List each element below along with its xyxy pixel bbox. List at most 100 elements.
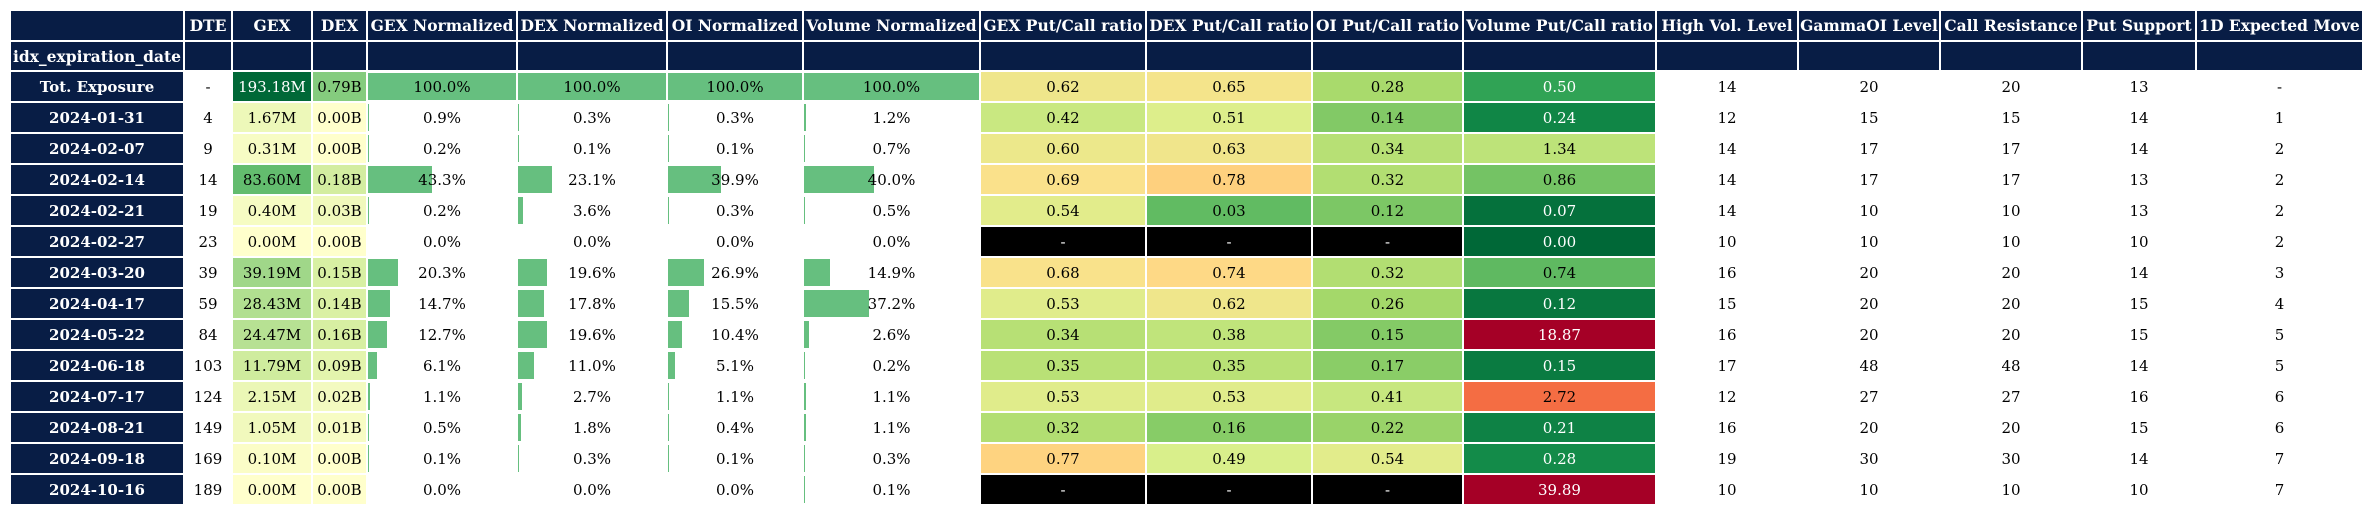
dex-normalized-cell: 0.0% bbox=[516, 473, 668, 506]
gex-normalized-cell-value: 43.3% bbox=[418, 170, 466, 189]
volume-normalized-cell: 1.1% bbox=[802, 411, 981, 444]
gex-put-call-ratio-cell: 0.60 bbox=[979, 132, 1147, 165]
dex-normalized-cell: 0.3% bbox=[516, 442, 668, 475]
oi-normalized-cell-bar bbox=[669, 290, 689, 317]
index-row-filler bbox=[1797, 40, 1941, 72]
dex-normalized-cell-value: 2.7% bbox=[572, 387, 612, 406]
expected-move-cell: 7 bbox=[2195, 473, 2364, 506]
oi-normalized-cell-bar bbox=[669, 259, 705, 286]
expiration-date-cell: 2024-06-18 bbox=[9, 349, 185, 382]
put-support-cell: 10 bbox=[2081, 225, 2197, 258]
gex-normalized-cell-value: 12.7% bbox=[418, 325, 466, 344]
high-vol-level-cell: 14 bbox=[1655, 194, 1799, 227]
put-support-cell: 15 bbox=[2081, 411, 2197, 444]
volume-normalized-cell: 0.7% bbox=[802, 132, 981, 165]
index-row-filler bbox=[311, 40, 368, 72]
oi-normalized-cell-value: 100.0% bbox=[706, 77, 764, 96]
put-support-cell: 13 bbox=[2081, 70, 2197, 103]
dex-normalized-cell-value: 0.3% bbox=[572, 449, 612, 468]
volume-put-call-ratio-cell: 0.00 bbox=[1462, 225, 1657, 258]
dex-normalized-cell-value: 11.0% bbox=[568, 356, 616, 375]
index-row-filler bbox=[516, 40, 668, 72]
dte-cell: - bbox=[183, 70, 233, 103]
oi-normalized-cell: 0.1% bbox=[666, 132, 804, 165]
dte-cell: 23 bbox=[183, 225, 233, 258]
dex-normalized-cell-bar bbox=[519, 383, 522, 410]
dex-normalized-cell: 2.7% bbox=[516, 380, 668, 413]
gammaoi-level-cell: 20 bbox=[1797, 318, 1941, 351]
gex-normalized-cell: 0.0% bbox=[366, 473, 518, 506]
expiration-date-cell: 2024-04-17 bbox=[9, 287, 185, 320]
volume-put-call-ratio-cell: 0.07 bbox=[1462, 194, 1657, 227]
dte-cell: 189 bbox=[183, 473, 233, 506]
gex-normalized-cell: 1.1% bbox=[366, 380, 518, 413]
dex-normalized-cell: 0.1% bbox=[516, 132, 668, 165]
gex-cell: 0.40M bbox=[231, 194, 313, 227]
high-vol-level-cell: 19 bbox=[1655, 442, 1799, 475]
expected-move-cell: 3 bbox=[2195, 256, 2364, 289]
call-resistance-cell: 10 bbox=[1939, 473, 2083, 506]
oi-normalized-cell: 39.9% bbox=[666, 163, 804, 196]
volume-normalized-cell: 1.2% bbox=[802, 101, 981, 134]
column-header: OI Put/Call ratio bbox=[1311, 9, 1464, 42]
high-vol-level-cell: 10 bbox=[1655, 225, 1799, 258]
oi-normalized-cell-value: 0.1% bbox=[715, 449, 755, 468]
put-support-cell: 13 bbox=[2081, 163, 2197, 196]
gammaoi-level-cell: 10 bbox=[1797, 194, 1941, 227]
gex-normalized-cell-bar bbox=[368, 414, 369, 441]
gex-normalized-cell-value: 0.2% bbox=[422, 139, 462, 158]
put-support-cell: 10 bbox=[2081, 473, 2197, 506]
expected-move-cell: 2 bbox=[2195, 132, 2364, 165]
dex-cell: 0.00B bbox=[311, 473, 368, 506]
oi-normalized-cell: 0.4% bbox=[666, 411, 804, 444]
volume-normalized-cell-bar bbox=[805, 73, 978, 100]
expiration-date-cell: 2024-02-21 bbox=[9, 194, 185, 227]
high-vol-level-cell: 12 bbox=[1655, 101, 1799, 134]
dex-normalized-cell-bar bbox=[519, 414, 521, 441]
call-resistance-cell: 20 bbox=[1939, 256, 2083, 289]
gex-cell: 1.05M bbox=[231, 411, 313, 444]
gammaoi-level-cell: 20 bbox=[1797, 256, 1941, 289]
column-header: Volume Normalized bbox=[802, 9, 981, 42]
oi-normalized-cell-value: 0.4% bbox=[715, 418, 755, 437]
dex-cell: 0.01B bbox=[311, 411, 368, 444]
expected-move-cell: 5 bbox=[2195, 349, 2364, 382]
dex-cell: 0.14B bbox=[311, 287, 368, 320]
oi-put-call-ratio-cell: 0.17 bbox=[1311, 349, 1464, 382]
dex-put-call-ratio-cell: 0.16 bbox=[1145, 411, 1313, 444]
column-header: DTE bbox=[183, 9, 233, 42]
gex-normalized-cell-value: 0.5% bbox=[422, 418, 462, 437]
gex-normalized-cell: 12.7% bbox=[366, 318, 518, 351]
gex-cell: 28.43M bbox=[231, 287, 313, 320]
gammaoi-level-cell: 17 bbox=[1797, 163, 1941, 196]
volume-normalized-cell: 37.2% bbox=[802, 287, 981, 320]
dex-normalized-cell: 19.6% bbox=[516, 318, 668, 351]
volume-normalized-cell-bar bbox=[805, 414, 806, 441]
put-support-cell: 14 bbox=[2081, 442, 2197, 475]
table-row: 2024-01-31 4 1.67M 0.00B 0.9% 0.3% 0.3% 1.2% 0.4… bbox=[9, 101, 2364, 134]
oi-normalized-cell: 26.9% bbox=[666, 256, 804, 289]
dex-cell: 0.16B bbox=[311, 318, 368, 351]
gex-put-call-ratio-cell: 0.77 bbox=[979, 442, 1147, 475]
gex-normalized-cell-value: 14.7% bbox=[418, 294, 466, 313]
gex-normalized-cell-bar bbox=[369, 166, 433, 193]
table-row: 2024-03-20 39 39.19M 0.15B 20.3% 19.6% 26.9% 14… bbox=[9, 256, 2364, 289]
dte-cell: 84 bbox=[183, 318, 233, 351]
volume-normalized-cell: 2.6% bbox=[802, 318, 981, 351]
dex-normalized-cell: 19.6% bbox=[516, 256, 668, 289]
table-row: 2024-02-21 19 0.40M 0.03B 0.2% 3.6% 0.3% 0.5% 0.… bbox=[9, 194, 2364, 227]
oi-normalized-cell: 1.1% bbox=[666, 380, 804, 413]
dex-put-call-ratio-cell: 0.35 bbox=[1145, 349, 1313, 382]
dte-cell: 149 bbox=[183, 411, 233, 444]
expiration-date-cell: Tot. Exposure bbox=[9, 70, 185, 103]
call-resistance-cell: 15 bbox=[1939, 101, 2083, 134]
volume-put-call-ratio-cell: 39.89 bbox=[1462, 473, 1657, 506]
expected-move-cell: 4 bbox=[2195, 287, 2364, 320]
volume-normalized-cell-value: 0.0% bbox=[872, 232, 911, 251]
volume-normalized-cell-value: 1.2% bbox=[872, 108, 911, 127]
dex-normalized-cell-value: 19.6% bbox=[568, 263, 616, 282]
index-row-filler bbox=[802, 40, 981, 72]
gex-normalized-cell-bar bbox=[369, 352, 378, 379]
gex-normalized-cell: 6.1% bbox=[366, 349, 518, 382]
dte-cell: 19 bbox=[183, 194, 233, 227]
